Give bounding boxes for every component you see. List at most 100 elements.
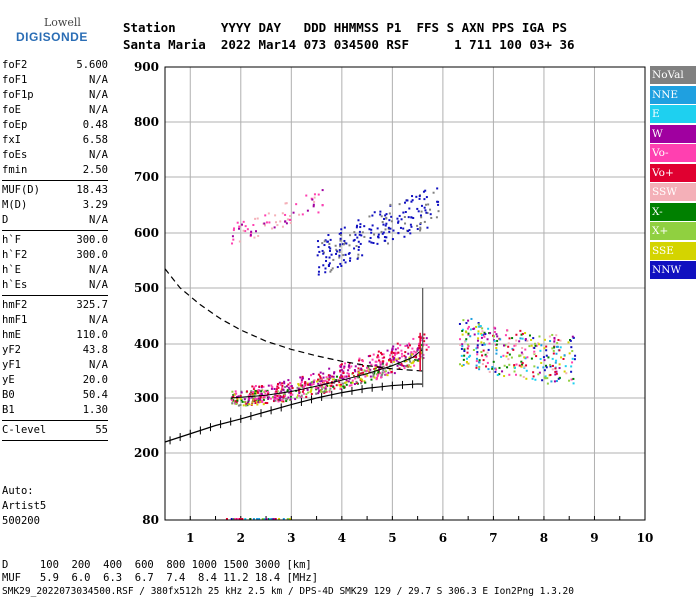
echo-point bbox=[280, 400, 283, 403]
echo-point bbox=[515, 333, 518, 336]
echo-point bbox=[373, 371, 376, 374]
echo-point bbox=[231, 235, 234, 238]
echo-point bbox=[325, 256, 328, 259]
param-row: D N/A bbox=[2, 213, 108, 228]
echo-point bbox=[289, 394, 292, 397]
echo-point bbox=[351, 379, 354, 382]
echo-point bbox=[551, 357, 554, 360]
legend-item-sse: SSE bbox=[650, 241, 696, 260]
echo-point bbox=[240, 391, 243, 394]
echo-point bbox=[425, 337, 428, 340]
param-name: yF1 bbox=[2, 359, 21, 371]
echo-point bbox=[237, 518, 240, 520]
echo-point bbox=[553, 337, 556, 340]
echo-point bbox=[486, 338, 489, 341]
echo-point bbox=[335, 375, 338, 378]
echo-point bbox=[401, 364, 404, 367]
param-row: C-level 55 bbox=[2, 423, 108, 438]
echo-point bbox=[400, 349, 403, 352]
echo-point bbox=[379, 365, 382, 368]
echo-point bbox=[538, 335, 541, 338]
echo-point bbox=[555, 370, 558, 373]
echo-point bbox=[262, 385, 265, 388]
echo-point bbox=[291, 393, 294, 396]
echo-point bbox=[298, 391, 301, 394]
echo-point bbox=[239, 397, 242, 400]
echo-point bbox=[539, 358, 542, 361]
echo-point bbox=[350, 384, 353, 387]
echo-point bbox=[381, 361, 384, 364]
echo-point bbox=[357, 256, 360, 259]
echo-point bbox=[310, 393, 313, 396]
echo-point bbox=[244, 404, 247, 407]
param-row: foEp 0.48 bbox=[2, 118, 108, 133]
echo-point bbox=[381, 221, 384, 224]
echo-point bbox=[473, 333, 476, 336]
echo-point bbox=[282, 397, 285, 400]
echo-point bbox=[324, 379, 327, 382]
echo-point bbox=[319, 389, 322, 392]
echo-point bbox=[322, 386, 325, 389]
echo-point bbox=[252, 390, 255, 393]
echo-point bbox=[234, 400, 237, 403]
echo-point bbox=[519, 354, 522, 357]
echo-point bbox=[395, 359, 398, 362]
echo-point bbox=[285, 222, 288, 225]
echo-point bbox=[565, 372, 568, 375]
echo-point bbox=[267, 384, 270, 387]
legend-item-noval: NoVal bbox=[650, 66, 696, 84]
echo-point bbox=[336, 266, 339, 269]
echo-point bbox=[361, 254, 364, 257]
echo-point bbox=[315, 380, 318, 383]
echo-point bbox=[353, 247, 356, 250]
echo-point bbox=[252, 396, 255, 399]
echo-point bbox=[558, 376, 561, 379]
echo-point bbox=[384, 367, 387, 370]
echo-point bbox=[427, 203, 430, 206]
echo-point bbox=[334, 244, 337, 247]
echo-point bbox=[343, 375, 346, 378]
echo-point bbox=[339, 237, 342, 240]
echo-point bbox=[275, 390, 278, 393]
echo-point bbox=[297, 389, 300, 392]
echo-point bbox=[545, 354, 548, 357]
echo-point bbox=[409, 223, 412, 226]
echo-point bbox=[353, 231, 356, 234]
echo-point bbox=[348, 367, 351, 370]
echo-point bbox=[377, 235, 380, 238]
echo-point bbox=[278, 381, 281, 384]
echo-point bbox=[364, 375, 367, 378]
echo-point bbox=[385, 362, 388, 365]
param-value: 300.0 bbox=[76, 249, 108, 261]
echo-point bbox=[354, 377, 357, 380]
echo-point bbox=[301, 390, 304, 393]
echo-point bbox=[558, 367, 561, 370]
echo-point bbox=[530, 338, 533, 341]
echo-point bbox=[356, 257, 359, 260]
echo-point bbox=[316, 240, 319, 243]
echo-point bbox=[544, 375, 547, 378]
echo-point bbox=[397, 347, 400, 350]
echo-point bbox=[487, 327, 490, 330]
echo-point bbox=[405, 199, 408, 202]
echo-point bbox=[342, 385, 345, 388]
echo-point bbox=[400, 218, 403, 221]
echo-point bbox=[369, 354, 372, 357]
echo-point bbox=[317, 270, 320, 273]
echo-point bbox=[299, 376, 302, 379]
echo-point bbox=[258, 395, 261, 398]
echo-point bbox=[284, 220, 287, 223]
echo-point bbox=[234, 390, 237, 393]
echo-point bbox=[289, 215, 292, 218]
echo-point bbox=[357, 372, 360, 375]
echo-point bbox=[513, 366, 516, 369]
echo-point bbox=[402, 227, 405, 230]
echo-point bbox=[324, 387, 327, 390]
echo-point bbox=[297, 394, 300, 397]
echo-point bbox=[374, 366, 377, 369]
echo-point bbox=[523, 365, 526, 368]
echo-point bbox=[546, 382, 549, 385]
echo-point bbox=[233, 227, 236, 230]
echo-point bbox=[477, 337, 480, 340]
echo-point bbox=[368, 367, 371, 370]
